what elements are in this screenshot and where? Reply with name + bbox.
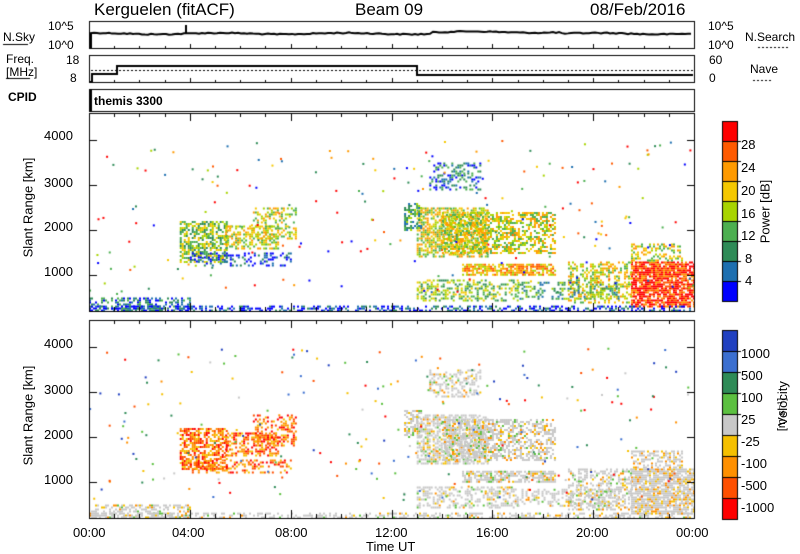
xtick-1: 04:00 <box>172 525 205 540</box>
power-cb-label: Power [dB] <box>757 179 773 244</box>
vel-cb-tick-m25: -25 <box>741 434 760 449</box>
vel-cb-tick-500: 500 <box>741 368 763 383</box>
vel-cb-tick-m500: -500 <box>741 478 768 493</box>
velocity-ytick-3000: 3000 <box>44 382 73 397</box>
vel-cb-tick-25: 25 <box>741 412 756 427</box>
power-cb-tick-20: 20 <box>741 183 756 198</box>
velocity-ytick-1000: 1000 <box>44 472 73 487</box>
power-cb-tick-24: 24 <box>741 160 756 175</box>
velocity-ytick-4000: 4000 <box>44 336 73 351</box>
power-cb-tick-16: 16 <box>741 206 756 221</box>
freq-tick-bottom: 8 <box>70 71 77 85</box>
n-search-tick-top: 10^5 <box>708 19 734 33</box>
freq-label: Freq. <box>6 52 35 66</box>
xtick-4: 16:00 <box>476 525 509 540</box>
beam-title: Beam 09 <box>355 0 424 19</box>
cpid-label: CPID <box>8 90 37 104</box>
xtick-3: 12:00 <box>375 525 408 540</box>
vel-cb-tick-m100: -100 <box>741 456 768 471</box>
n-sky-tick-bottom: 10^0 <box>48 38 74 52</box>
power-ylabel: Slant Range [km] <box>20 157 36 258</box>
n-sky-tick-top: 10^5 <box>48 19 74 33</box>
velocity-ytick-2000: 2000 <box>44 427 73 442</box>
xtick-2: 08:00 <box>275 525 308 540</box>
power-cb-tick-28: 28 <box>741 137 756 152</box>
xlabel: Time UT <box>366 539 416 554</box>
xtick-5: 20:00 <box>576 525 609 540</box>
nave-tick-bottom: 0 <box>709 71 716 85</box>
xtick-0: 00:00 <box>73 525 106 540</box>
n-search-label: N.Search <box>745 30 796 44</box>
nave-tick-top: 60 <box>709 53 723 67</box>
vel-cb-tick-1000: 1000 <box>741 346 770 361</box>
vel-cb-tick-m1000: -1000 <box>741 500 775 515</box>
velocity-ylabel: Slant Range [km] <box>20 365 36 466</box>
xtick-6: 00:00 <box>676 525 709 540</box>
power-ytick-4000: 4000 <box>44 128 73 143</box>
freq-unit-label: [MHz] <box>6 65 38 79</box>
power-cb-tick-8: 8 <box>745 251 753 266</box>
power-cb-tick-4: 4 <box>745 273 753 288</box>
power-cb-tick-12: 12 <box>741 228 756 243</box>
nave-label: Nave <box>750 62 779 76</box>
cpid-value: themis 3300 <box>94 94 163 108</box>
freq-tick-top: 18 <box>66 53 80 67</box>
power-ytick-3000: 3000 <box>44 175 73 190</box>
station-title: Kerguelen (fitACF) <box>94 0 235 19</box>
vel-cb-unit: [m s⁻¹] <box>776 397 789 432</box>
power-ytick-2000: 2000 <box>44 219 73 234</box>
vel-cb-tick-100: 100 <box>741 390 763 405</box>
power-ytick-1000: 1000 <box>44 264 73 279</box>
n-search-tick-bottom: 10^0 <box>708 38 734 52</box>
n-sky-label: N.Sky <box>3 30 36 44</box>
date-title: 08/Feb/2016 <box>590 0 686 19</box>
